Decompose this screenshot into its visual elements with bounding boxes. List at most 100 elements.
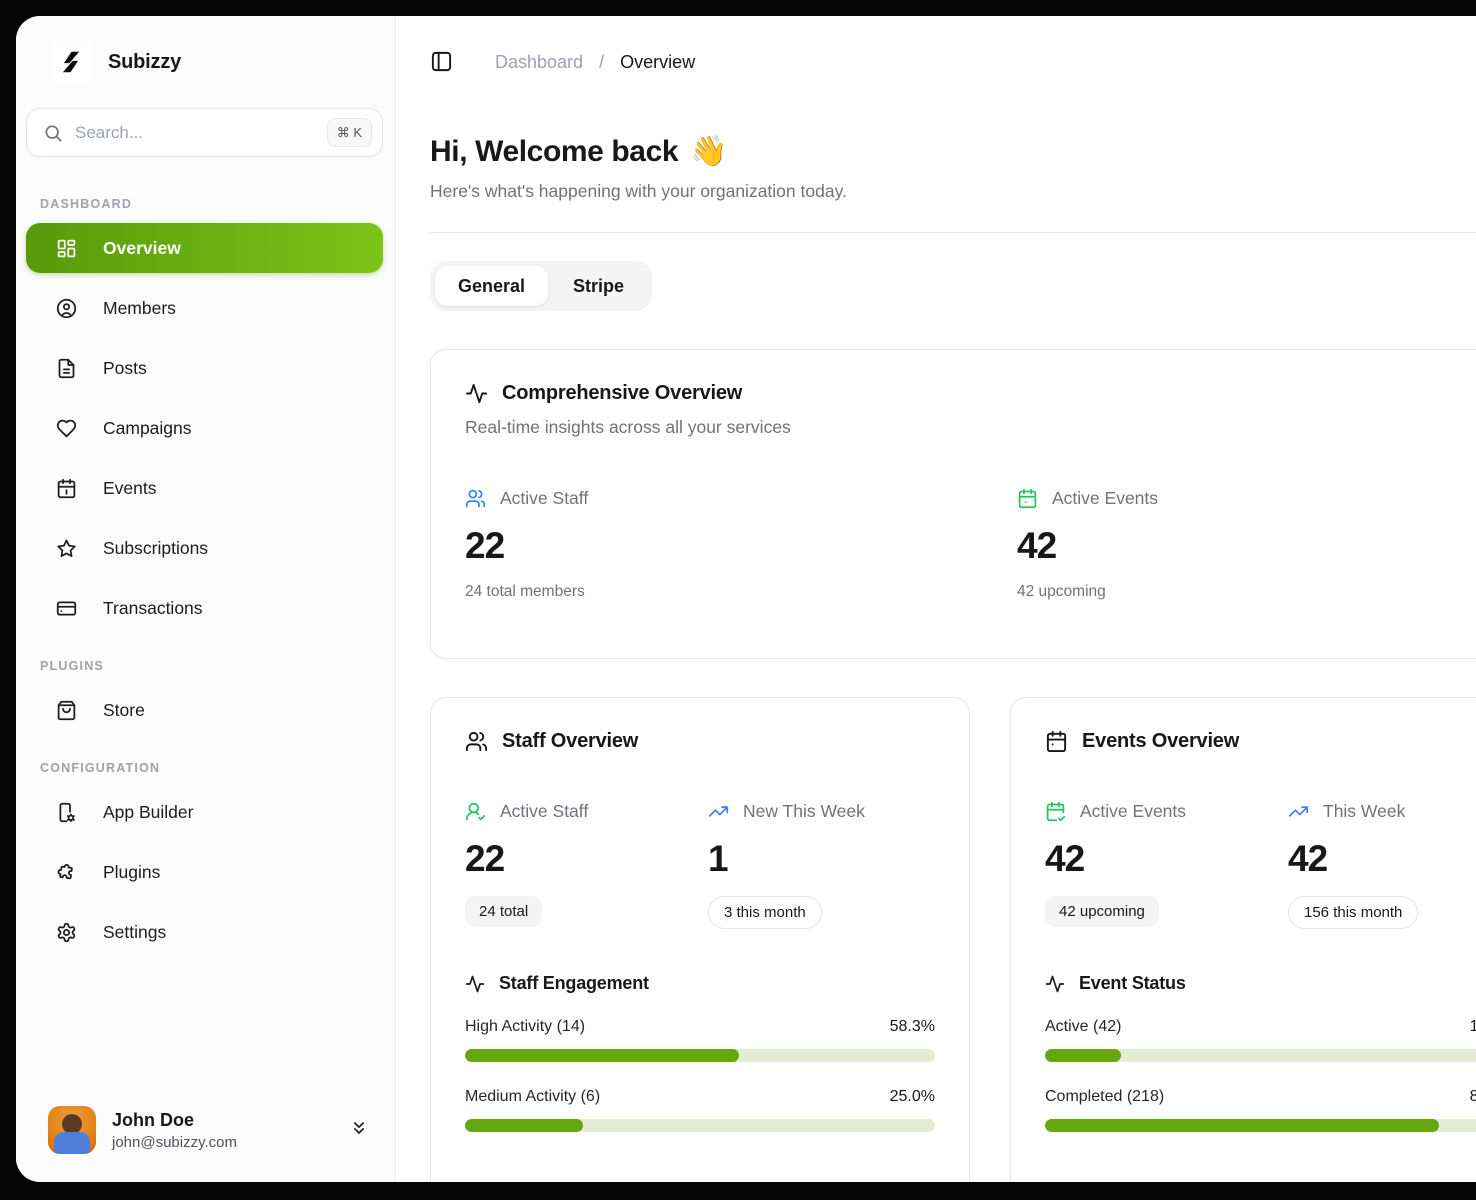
main-content: Dashboard / Overview Hi, Welcome back 👋 … [396, 16, 1476, 1182]
bar-label: Active (42) [1045, 1018, 1121, 1036]
trending-up-icon [1288, 801, 1309, 822]
stat-label: This Week [1323, 801, 1405, 822]
progress-track [465, 1119, 935, 1132]
avatar [48, 1106, 96, 1154]
stat-label: Active Events [1052, 488, 1158, 509]
sidebar-item-events[interactable]: Events [26, 463, 383, 513]
brand-name: Subizzy [108, 51, 181, 74]
breadcrumb-dashboard[interactable]: Dashboard [495, 52, 583, 73]
bar-percent: 83.8% [1470, 1088, 1476, 1106]
stat-label: Active Staff [500, 801, 588, 822]
progress-fill [1045, 1049, 1121, 1062]
stat-active-events: Active Events 42 42 upcoming [1017, 488, 1476, 601]
progress-fill [465, 1119, 583, 1132]
bar-percent: 58.3% [890, 1018, 935, 1036]
stat-badge: 24 total [465, 896, 542, 927]
sidebar-item-posts[interactable]: Posts [26, 343, 383, 393]
stat-sub: 24 total members [465, 583, 1017, 601]
tab-stripe[interactable]: Stripe [550, 266, 647, 306]
progress-fill [465, 1049, 739, 1062]
section-label-configuration: CONFIGURATION [26, 761, 383, 775]
shopping-bag-icon [56, 700, 77, 721]
progress-row-completed: Completed (218) 83.8% [1045, 1088, 1476, 1132]
calendar-icon [1017, 488, 1038, 509]
user-meta: John Doe john@subizzy.com [112, 1110, 333, 1151]
user-circle-icon [56, 298, 77, 319]
sidebar-item-label: Overview [103, 238, 181, 259]
stat-label: Active Events [1080, 801, 1186, 822]
credit-card-icon [56, 598, 77, 619]
progress-track [465, 1049, 935, 1062]
stat-value: 1 [708, 838, 935, 880]
sidebar-item-label: Transactions [103, 598, 203, 619]
sidebar-item-store[interactable]: Store [26, 685, 383, 735]
tab-general[interactable]: General [435, 266, 548, 306]
progress-row-high-activity: High Activity (14) 58.3% [465, 1018, 935, 1062]
stat-value: 42 [1288, 838, 1476, 880]
sidebar-item-label: App Builder [103, 802, 193, 823]
comprehensive-overview-card: Comprehensive Overview Real-time insight… [430, 349, 1476, 659]
stat-badge: 42 upcoming [1045, 896, 1159, 927]
breadcrumb-current: Overview [620, 52, 695, 73]
sidebar-item-app-builder[interactable]: App Builder [26, 787, 383, 837]
stat-value: 22 [465, 838, 692, 880]
stat-badge: 156 this month [1288, 896, 1418, 929]
calendar-icon [56, 478, 77, 499]
sidebar-item-subscriptions[interactable]: Subscriptions [26, 523, 383, 573]
stat-active-staff: Active Staff 22 24 total [465, 801, 692, 929]
users-icon [465, 730, 488, 753]
user-name: John Doe [112, 1110, 333, 1131]
subsection-title: Event Status [1079, 973, 1186, 994]
stat-this-week: This Week 42 156 this month [1288, 801, 1476, 929]
sidebar-item-members[interactable]: Members [26, 283, 383, 333]
activity-icon [1045, 974, 1065, 994]
welcome-text: Hi, Welcome back [430, 135, 678, 169]
progress-row-medium-activity: Medium Activity (6) 25.0% [465, 1088, 935, 1132]
progress-track [1045, 1049, 1476, 1062]
search-input[interactable] [75, 123, 315, 143]
stat-badge: 3 this month [708, 896, 822, 929]
sidebar-item-settings[interactable]: Settings [26, 907, 383, 957]
sidebar-item-label: Events [103, 478, 157, 499]
bar-percent: 25.0% [890, 1088, 935, 1106]
progress-fill [1045, 1119, 1439, 1132]
search-shortcut-kbd: ⌘ K [327, 118, 372, 147]
sidebar-item-plugins[interactable]: Plugins [26, 847, 383, 897]
trending-up-icon [708, 801, 729, 822]
divider [430, 232, 1476, 233]
brand: Subizzy [26, 40, 383, 84]
chevrons-down-icon [349, 1118, 369, 1143]
sidebar-item-label: Campaigns [103, 418, 192, 439]
sidebar-toggle-button[interactable] [430, 50, 453, 74]
search-box[interactable]: ⌘ K [26, 108, 383, 157]
activity-icon [465, 974, 485, 994]
sidebar-item-label: Posts [103, 358, 147, 379]
nav-plugins: Store [26, 685, 383, 735]
file-text-icon [56, 358, 77, 379]
sidebar: Subizzy ⌘ K DASHBOARD Overview Members P… [16, 16, 396, 1182]
sidebar-item-transactions[interactable]: Transactions [26, 583, 383, 633]
sidebar-item-label: Subscriptions [103, 538, 208, 559]
section-label-dashboard: DASHBOARD [26, 197, 383, 211]
user-email: john@subizzy.com [112, 1134, 333, 1151]
breadcrumb: Dashboard / Overview [495, 52, 695, 73]
stat-active-staff: Active Staff 22 24 total members [465, 488, 1017, 601]
staff-overview-card: Staff Overview Active Staff 22 24 total [430, 697, 970, 1182]
sidebar-item-label: Store [103, 700, 145, 721]
user-profile[interactable]: John Doe john@subizzy.com [26, 1088, 383, 1182]
sidebar-item-overview[interactable]: Overview [26, 223, 383, 273]
sidebar-item-campaigns[interactable]: Campaigns [26, 403, 383, 453]
card-title: Comprehensive Overview [502, 382, 742, 405]
stat-value: 42 [1045, 838, 1272, 880]
subizzy-logo-icon [50, 41, 92, 83]
panel-left-icon [430, 50, 453, 73]
waving-hand-emoji: 👋 [690, 134, 727, 169]
app-window: Subizzy ⌘ K DASHBOARD Overview Members P… [16, 16, 1476, 1182]
puzzle-icon [56, 862, 77, 883]
stat-value: 42 [1017, 525, 1476, 567]
stat-label: New This Week [743, 801, 865, 822]
app-builder-icon [56, 802, 77, 823]
nav-dashboard: Overview Members Posts Campaigns Events … [26, 223, 383, 633]
events-overview-card: Events Overview Active Events 42 42 upco… [1010, 697, 1476, 1182]
calendar-icon [1045, 730, 1068, 753]
